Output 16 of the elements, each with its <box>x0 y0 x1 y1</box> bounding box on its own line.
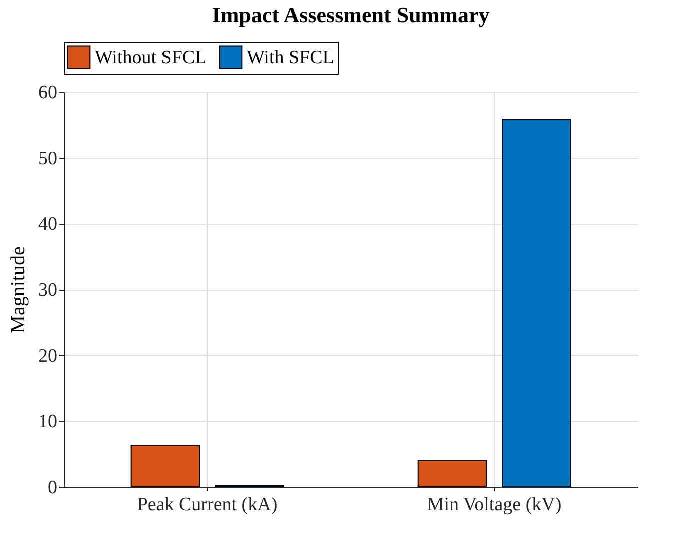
legend-label: With SFCL <box>247 47 334 68</box>
bar <box>418 460 488 488</box>
chart-title: Impact Assessment Summary <box>212 2 490 28</box>
y-tick-label: 30 <box>38 280 58 301</box>
y-axis-title: Magnitude <box>8 246 30 334</box>
x-tick-label: Peak Current (kA) <box>137 494 278 516</box>
y-tick-label: 60 <box>38 82 58 104</box>
y-tick-label: 0 <box>48 478 58 498</box>
y-tick-label: 10 <box>38 412 58 433</box>
x-tick-label: Min Voltage (kV) <box>427 494 562 516</box>
y-tick-label: 40 <box>38 214 58 236</box>
y-tick-label: 50 <box>38 148 58 170</box>
legend-label: Without SFCL <box>95 47 207 68</box>
bar <box>502 119 572 488</box>
bar <box>130 445 200 488</box>
y-tick-label: 20 <box>38 346 58 367</box>
